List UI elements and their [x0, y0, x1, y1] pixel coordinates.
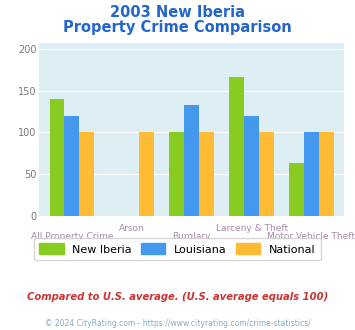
Text: Property Crime Comparison: Property Crime Comparison [63, 20, 292, 35]
Bar [80, 132, 94, 216]
Text: 2003 New Iberia: 2003 New Iberia [110, 5, 245, 20]
Bar [169, 132, 184, 216]
Text: Motor Vehicle Theft: Motor Vehicle Theft [267, 232, 355, 241]
Bar [139, 132, 154, 216]
Bar [244, 116, 259, 216]
Legend: New Iberia, Louisiana, National: New Iberia, Louisiana, National [34, 238, 321, 260]
Bar [319, 132, 334, 216]
Bar [184, 105, 199, 216]
Text: All Property Crime: All Property Crime [31, 232, 113, 241]
Bar [65, 116, 80, 216]
Text: Burglary: Burglary [173, 232, 211, 241]
Text: Arson: Arson [119, 224, 145, 233]
Text: © 2024 CityRating.com - https://www.cityrating.com/crime-statistics/: © 2024 CityRating.com - https://www.city… [45, 319, 310, 328]
Bar [259, 132, 274, 216]
Text: Larceny & Theft: Larceny & Theft [215, 224, 288, 233]
Bar [199, 132, 214, 216]
Bar [304, 132, 319, 216]
Text: Compared to U.S. average. (U.S. average equals 100): Compared to U.S. average. (U.S. average … [27, 292, 328, 302]
Bar [289, 163, 304, 216]
Bar [50, 99, 65, 216]
Bar [229, 77, 244, 216]
